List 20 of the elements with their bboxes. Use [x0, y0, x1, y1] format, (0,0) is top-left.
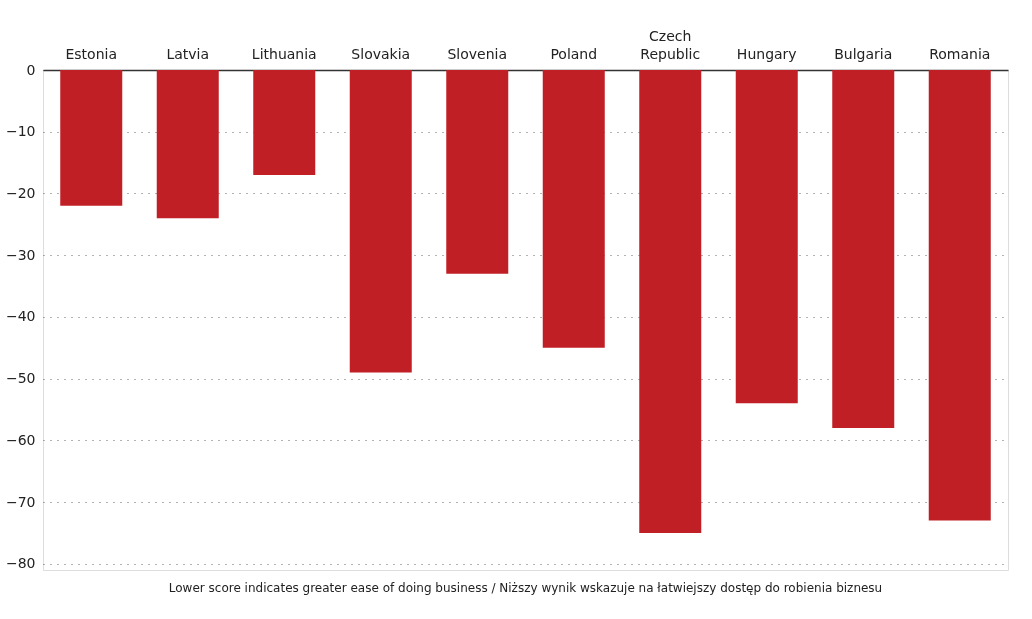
y-tick-label: 0	[26, 61, 36, 78]
y-tick-label: −60	[5, 431, 36, 448]
x-tick-label: Hungary	[736, 46, 797, 62]
y-tick-label: −20	[5, 184, 36, 201]
x-tick-label: Latvia	[166, 46, 210, 62]
x-tick-label: Romania	[929, 46, 991, 62]
y-tick-label: −40	[5, 308, 36, 325]
y-tick-label: −10	[5, 123, 36, 140]
y-tick-label: −70	[5, 493, 36, 510]
y-tick-label: −50	[5, 370, 36, 387]
x-tick-label: Czech Republic	[640, 28, 701, 62]
x-tick-label: Bulgaria	[834, 46, 893, 62]
x-tick-label: Slovakia	[351, 46, 411, 62]
x-tick-label: Slovenia	[447, 46, 508, 62]
x-tick-label: Lithuania	[251, 46, 317, 62]
y-tick-label: −80	[5, 555, 36, 572]
x-tick-label: Poland	[550, 46, 598, 62]
x-tick-label: Estonia	[65, 46, 118, 62]
text: Lower score indicates greater ease of doing business / Niższy wynik wskazuje na łatwiejszy dostęp do robienia biznesu	[168, 580, 883, 595]
y-tick-label: −30	[5, 246, 36, 263]
